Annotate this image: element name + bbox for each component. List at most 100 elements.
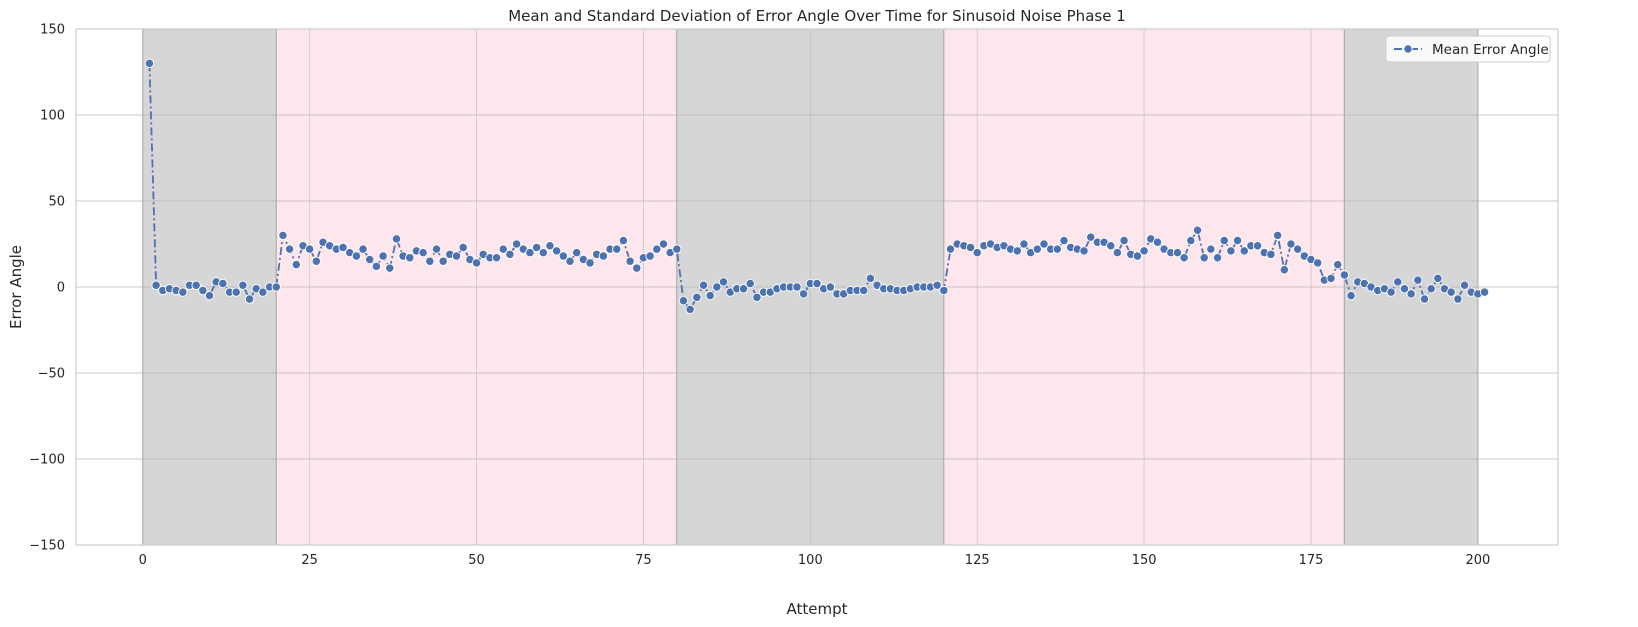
data-point bbox=[658, 239, 669, 249]
data-point bbox=[1032, 244, 1042, 254]
data-point bbox=[1039, 239, 1049, 249]
data-point bbox=[1152, 237, 1163, 247]
data-point bbox=[1192, 225, 1203, 235]
y-axis-label: Error Angle bbox=[7, 245, 25, 329]
data-point bbox=[358, 244, 368, 254]
data-point bbox=[391, 234, 402, 244]
data-point bbox=[1406, 289, 1416, 299]
legend-label: Mean Error Angle bbox=[1432, 42, 1549, 58]
data-point bbox=[1179, 253, 1189, 263]
data-point bbox=[1459, 280, 1470, 290]
data-point bbox=[1419, 294, 1430, 304]
data-point bbox=[291, 259, 301, 270]
data-point bbox=[378, 251, 388, 261]
data-point bbox=[278, 230, 288, 241]
y-tick-label: −50 bbox=[38, 367, 65, 382]
data-point bbox=[598, 251, 609, 261]
data-point bbox=[425, 256, 435, 266]
data-point bbox=[1012, 246, 1022, 256]
data-point bbox=[692, 292, 702, 302]
y-tick-label: 150 bbox=[40, 23, 65, 38]
x-tick-labels: 0 25 50 75 100 125 150 175 200 bbox=[139, 553, 1491, 568]
data-point bbox=[1326, 273, 1336, 284]
data-point bbox=[572, 247, 582, 258]
series-layer bbox=[144, 58, 1490, 315]
data-point bbox=[338, 242, 348, 253]
data-point bbox=[1052, 244, 1062, 254]
data-point bbox=[191, 280, 201, 290]
data-point bbox=[1079, 246, 1089, 256]
x-tick-label: 50 bbox=[468, 553, 485, 568]
data-point bbox=[271, 282, 281, 292]
data-point bbox=[238, 280, 248, 290]
data-point bbox=[1446, 287, 1456, 297]
data-point bbox=[204, 290, 215, 301]
data-point bbox=[284, 244, 295, 254]
data-point bbox=[558, 251, 568, 261]
data-point bbox=[812, 278, 822, 289]
data-point bbox=[965, 242, 976, 253]
data-point bbox=[618, 235, 629, 246]
x-tick-label: 125 bbox=[965, 553, 990, 568]
data-point bbox=[625, 256, 635, 266]
data-point bbox=[798, 289, 809, 299]
data-point bbox=[1346, 290, 1356, 301]
data-point bbox=[1426, 284, 1436, 294]
data-point bbox=[565, 256, 575, 266]
data-point bbox=[431, 244, 442, 254]
data-point bbox=[471, 258, 482, 268]
data-point bbox=[1059, 235, 1069, 246]
data-point bbox=[458, 242, 468, 253]
y-tick-label: −100 bbox=[29, 453, 65, 468]
data-point bbox=[1333, 259, 1343, 270]
data-point bbox=[672, 244, 682, 254]
data-point bbox=[311, 256, 321, 266]
legend: Mean Error Angle bbox=[1385, 35, 1551, 63]
data-point bbox=[738, 284, 749, 294]
data-point bbox=[505, 249, 515, 259]
data-point bbox=[1172, 247, 1183, 258]
x-tick-label: 0 bbox=[139, 553, 147, 568]
data-point bbox=[1132, 251, 1143, 261]
data-point bbox=[1286, 239, 1296, 249]
data-point bbox=[685, 304, 695, 315]
y-tick-label: 0 bbox=[57, 281, 65, 296]
data-point bbox=[932, 280, 942, 290]
data-point bbox=[144, 58, 155, 69]
data-point bbox=[1479, 287, 1490, 297]
data-point bbox=[198, 285, 208, 296]
y-tick-label: 100 bbox=[40, 109, 65, 124]
data-point bbox=[365, 254, 375, 265]
x-tick-label: 150 bbox=[1132, 553, 1157, 568]
data-point bbox=[712, 282, 722, 292]
data-point bbox=[792, 282, 802, 292]
data-point bbox=[865, 273, 876, 284]
data-point bbox=[698, 280, 709, 290]
data-point bbox=[1112, 247, 1123, 258]
x-tick-label: 100 bbox=[798, 553, 823, 568]
data-point bbox=[859, 285, 869, 296]
y-tick-label: 50 bbox=[48, 195, 65, 210]
data-point bbox=[972, 247, 982, 258]
data-point bbox=[1086, 232, 1096, 242]
data-point bbox=[418, 247, 428, 258]
data-point bbox=[585, 258, 595, 268]
data-point bbox=[1292, 244, 1303, 254]
data-point bbox=[1186, 235, 1196, 246]
data-point bbox=[371, 261, 382, 272]
x-tick-label: 75 bbox=[635, 553, 652, 568]
data-point bbox=[385, 263, 395, 273]
data-point bbox=[752, 292, 762, 302]
data-point bbox=[491, 253, 502, 263]
x-tick-label: 175 bbox=[1299, 553, 1324, 568]
data-point bbox=[1453, 294, 1463, 304]
data-point bbox=[304, 244, 315, 254]
data-point bbox=[1399, 284, 1410, 294]
data-point bbox=[1313, 258, 1323, 268]
data-point bbox=[1266, 249, 1276, 259]
data-point bbox=[652, 244, 662, 254]
data-point bbox=[531, 242, 542, 253]
data-point bbox=[511, 239, 522, 249]
data-point bbox=[1339, 270, 1350, 280]
